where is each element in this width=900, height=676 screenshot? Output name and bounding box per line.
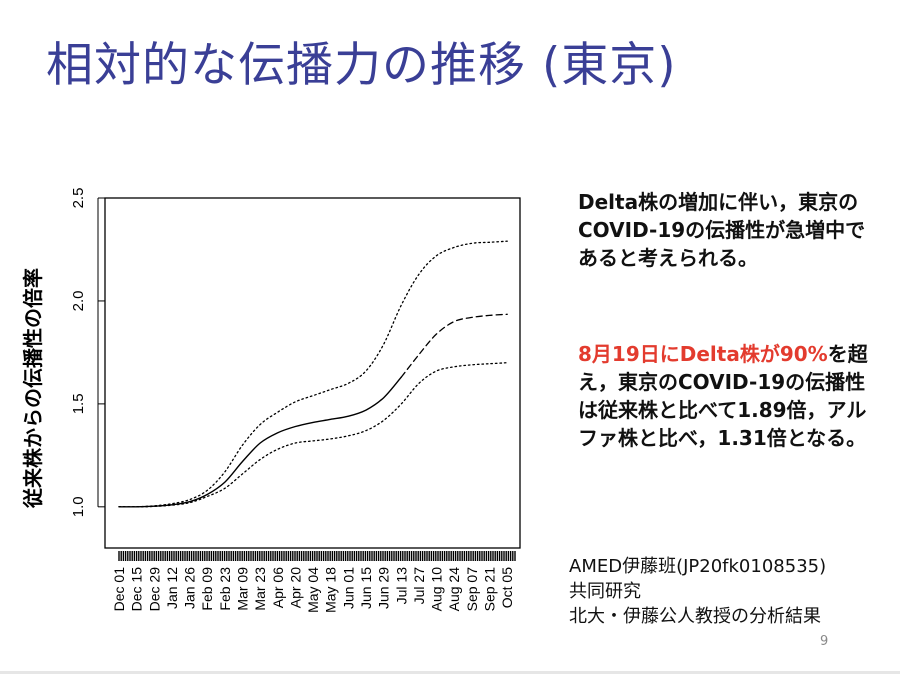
x-tick-label: Jan 26 bbox=[182, 567, 198, 609]
x-tick-label: Dec 29 bbox=[146, 567, 162, 612]
series-line-dotted bbox=[118, 362, 508, 508]
x-tick-label: Feb 23 bbox=[217, 567, 233, 611]
credit-line-1: AMED伊藤班(JP20fk0108535) bbox=[569, 556, 827, 577]
finding-highlight: 8月19日にDelta株が90% bbox=[578, 342, 828, 366]
x-tick-label: Jun 29 bbox=[376, 567, 392, 609]
bottom-rule bbox=[0, 671, 900, 674]
x-tick-label: Jun 01 bbox=[340, 567, 356, 609]
x-tick-label: Jan 12 bbox=[164, 567, 180, 609]
x-tick-label: Mar 23 bbox=[252, 567, 268, 611]
x-tick-label: Jul 13 bbox=[393, 567, 409, 605]
x-tick-label: Dec 15 bbox=[129, 567, 145, 612]
finding-note: 8月19日にDelta株が90%を超え，東京のCOVID-19の伝播性は従来株と… bbox=[578, 340, 878, 452]
x-tick-label: Feb 09 bbox=[199, 567, 215, 611]
y-axis-title: 従来株からの伝播性の倍率 bbox=[21, 268, 45, 509]
series-line-dashed bbox=[400, 313, 508, 378]
x-tick-label: Aug 10 bbox=[429, 567, 445, 612]
x-tick-label: Jun 15 bbox=[358, 567, 374, 609]
x-tick-label: Mar 09 bbox=[235, 567, 251, 611]
x-tick-label: Apr 20 bbox=[287, 567, 303, 608]
x-tick-label: May 04 bbox=[305, 567, 321, 613]
x-tick-label: May 18 bbox=[323, 567, 339, 613]
x-tick-label: Dec 01 bbox=[111, 567, 127, 612]
page-number: 9 bbox=[820, 634, 829, 649]
series-line-solid bbox=[118, 376, 402, 508]
credit-block: AMED伊藤班(JP20fk0108535) 共同研究 北大・伊藤公人教授の分析… bbox=[569, 554, 869, 629]
finding-rest: を超え，東京のCOVID-19の伝播性は従来株と比べて1.89倍，アルファ株と比… bbox=[578, 342, 868, 450]
y-tick-label: 1.0 bbox=[70, 496, 87, 517]
plot-frame bbox=[104, 197, 521, 549]
transmissibility-chart: 1.0 1.5 2.0 2.5 従来株からの伝播性の倍率 Dec 01 Dec 15 Dec … bbox=[0, 170, 560, 670]
slide-title: 相対的な伝播力の推移 (東京) bbox=[46, 38, 677, 93]
y-tick-label: 2.5 bbox=[70, 188, 87, 209]
x-tick-label: Oct 05 bbox=[499, 567, 515, 608]
y-tick-label: 1.5 bbox=[70, 393, 87, 414]
y-tick-label: 2.0 bbox=[70, 291, 87, 312]
series-line-dotted bbox=[118, 240, 508, 508]
x-tick-label: Apr 06 bbox=[270, 567, 286, 608]
summary-note: Delta株の増加に伴い，東京のCOVID-19の伝播性が急増中であると考えられ… bbox=[578, 190, 866, 270]
x-tick-label: Sep 07 bbox=[464, 567, 480, 612]
x-tick-label: Sep 21 bbox=[482, 567, 498, 612]
x-tick-label: Aug 24 bbox=[446, 567, 462, 612]
credit-line-2: 共同研究 bbox=[569, 581, 641, 602]
x-tick-label: Jul 27 bbox=[411, 567, 427, 605]
chart-svg: 1.0 1.5 2.0 2.5 従来株からの伝播性の倍率 Dec 01 Dec 15 Dec … bbox=[21, 188, 521, 613]
credit-line-3: 北大・伊藤公人教授の分析結果 bbox=[569, 606, 821, 627]
